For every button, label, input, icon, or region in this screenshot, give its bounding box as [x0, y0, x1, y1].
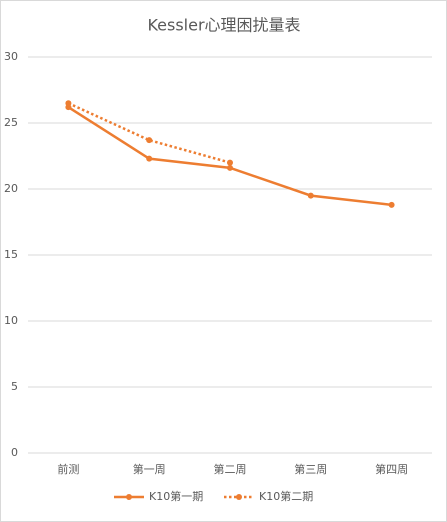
chart-title: Kessler心理困扰量表	[147, 16, 300, 35]
y-tick-label: 25	[4, 116, 18, 129]
y-tick-label: 15	[4, 248, 18, 261]
x-tick-label: 前测	[57, 462, 79, 476]
data-point	[307, 192, 314, 199]
data-point	[146, 137, 153, 144]
data-point	[146, 155, 153, 162]
y-tick-label: 10	[4, 314, 18, 327]
y-tick-label: 20	[4, 182, 18, 195]
x-tick-label: 第二周	[214, 462, 247, 476]
y-tick-label: 5	[11, 380, 18, 393]
y-tick-label: 30	[4, 50, 18, 63]
legend-marker	[126, 494, 132, 500]
y-tick-label: 0	[11, 446, 18, 459]
legend-marker	[236, 494, 242, 500]
legend-label: K10第一期	[149, 489, 203, 503]
data-point	[227, 159, 233, 166]
x-tick-label: 第一周	[133, 462, 166, 476]
data-point	[388, 201, 395, 208]
x-tick-label: 第三周	[294, 462, 327, 476]
legend-label: K10第二期	[259, 489, 313, 503]
data-point	[65, 100, 72, 107]
data-point	[227, 164, 233, 171]
x-tick-label: 第四周	[375, 462, 408, 476]
